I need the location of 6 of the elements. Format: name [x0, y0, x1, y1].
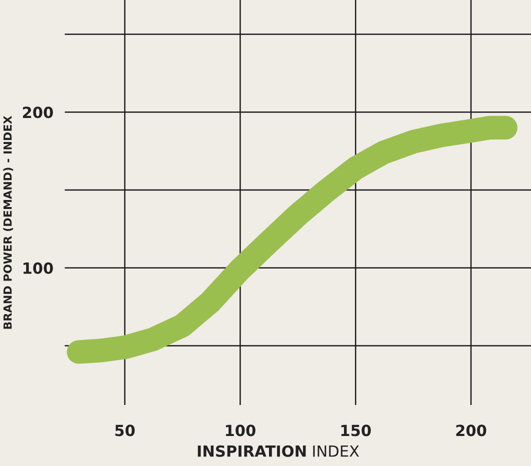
x-tick-label: 200	[456, 424, 486, 436]
x-tick-label: 50	[115, 424, 135, 436]
y-axis-title: BRAND POWER (DEMAND) - INDEX	[3, 116, 14, 329]
x-tick-label: 150	[341, 424, 371, 436]
x-tick-label: 100	[226, 424, 256, 436]
x-axis-title: INSPIRATION INDEX	[198, 445, 360, 457]
